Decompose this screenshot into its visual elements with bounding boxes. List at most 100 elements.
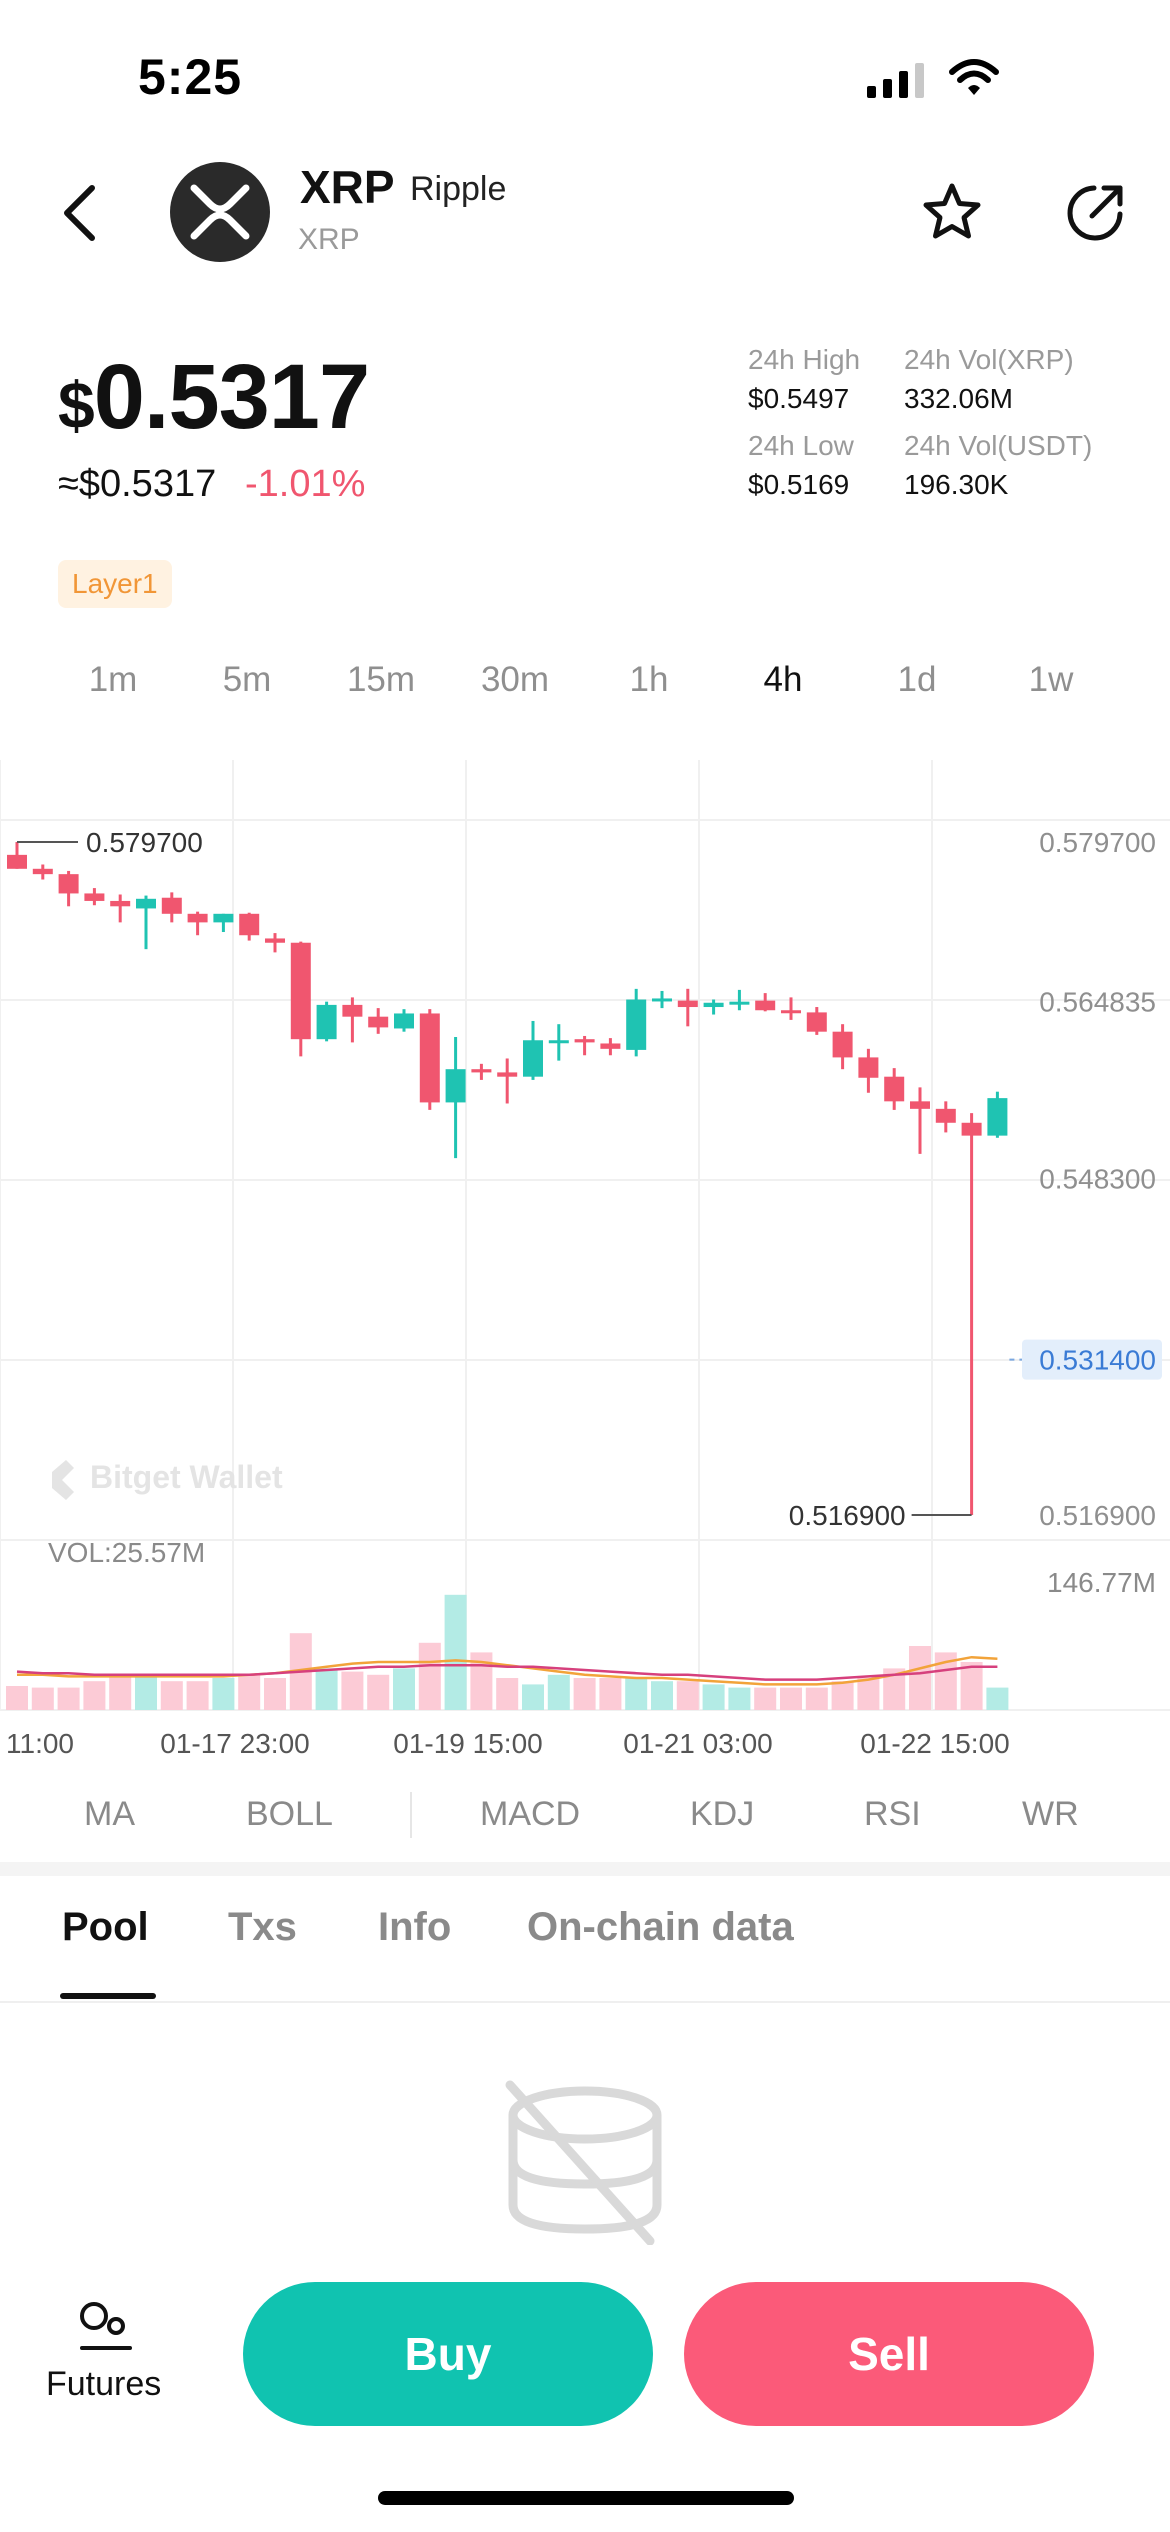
candle-body [755,1000,776,1011]
low-marker-label: 0.516900 [789,1500,906,1531]
candlestick-chart[interactable]: Bitget Wallet 0.579700 0.564835 0.548300 0.5… [0,760,1170,1770]
volume-bar [934,1652,957,1710]
vol-xrp-label: 24h Vol(XRP) [904,344,1074,375]
indicator-wr[interactable]: WR [1022,1795,1079,1833]
price-value: 0.5317 [93,346,370,448]
share-icon[interactable] [1064,180,1128,244]
low-label: 24h Low [748,430,854,461]
candle-body [445,1069,466,1103]
y-axis-tick: 0.579700 [1039,827,1156,858]
active-tab-indicator [60,1993,156,1999]
candle-body [7,854,27,869]
volume-bar [651,1681,673,1710]
volume-bar [728,1687,751,1710]
futures-label[interactable]: Futures [46,2365,162,2403]
interval-tabs: 1m 5m 15m 30m 1h 4h 1d 1w [0,660,1170,720]
volume-ma-line [16,1663,998,1681]
volume-bar [31,1687,54,1710]
cellular-signal-icon [867,62,924,98]
volume-bar [6,1686,28,1710]
x-axis-tick: 01-17 23:00 [160,1728,309,1759]
volume-bar [367,1674,390,1710]
high-label: 24h High [748,344,861,375]
candle-body [136,898,156,909]
candle-body [110,900,131,907]
volume-bar [186,1681,209,1710]
volume-bar [341,1671,364,1710]
tab-info[interactable]: Info [378,1905,452,1949]
interval-1h[interactable]: 1h [629,660,669,699]
volume-bar [625,1678,648,1710]
candle-body [32,868,53,875]
volume-bar [393,1668,415,1710]
candle-body [342,1004,363,1017]
coin-name: Ripple [410,170,507,208]
candle-body [884,1076,905,1102]
candle-body [548,1040,569,1044]
interval-5m[interactable]: 5m [222,660,272,699]
volume-bar [857,1678,880,1710]
category-tag[interactable]: Layer1 [58,560,172,608]
candle-body [910,1101,930,1109]
candle-body [626,999,647,1050]
interval-1m[interactable]: 1m [88,660,138,699]
candle-body [316,1004,337,1040]
indicator-ma[interactable]: MA [84,1795,135,1833]
wifi-icon [949,59,999,95]
volume-bar [805,1687,828,1710]
volume-bar [83,1681,106,1710]
sell-button[interactable]: Sell [684,2282,1094,2426]
vol-xrp-value: 332.06M [904,383,1013,414]
interval-30m[interactable]: 30m [480,660,550,699]
y-axis-tick: 0.516900 [1039,1500,1156,1531]
high-marker-label: 0.579700 [86,827,203,858]
candle-body [781,1010,801,1014]
candle-body [987,1098,1008,1136]
candle-body [703,1002,724,1008]
buy-button[interactable]: Buy [243,2282,653,2426]
volume-bar [418,1642,441,1710]
current-price-label: 0.531400 [1039,1345,1156,1376]
volume-label: VOL:25.57M [48,1537,205,1568]
interval-1w[interactable]: 1w [1028,660,1074,699]
candle-body [290,942,311,1040]
volume-bar [909,1646,931,1710]
candle-body [239,913,260,936]
candle-body [652,998,672,1002]
x-axis-tick: 01-22 15:00 [860,1728,1009,1759]
approx-price: ≈$0.5317 [58,463,217,505]
futures-icon[interactable] [76,2300,136,2356]
volume-bar [754,1687,777,1710]
candle-body [832,1031,853,1058]
candle-body [471,1069,492,1073]
indicator-kdj[interactable]: KDJ [690,1795,755,1833]
volume-bar [883,1668,906,1710]
x-axis-tick: 11:00 [6,1728,74,1759]
interval-15m[interactable]: 15m [346,660,416,699]
star-icon[interactable] [920,180,984,244]
interval-4h[interactable]: 4h [763,660,803,699]
candle-body [935,1108,956,1123]
indicator-macd[interactable]: MACD [480,1795,581,1833]
volume-bar [702,1684,725,1710]
volume-bar [522,1684,544,1710]
tab-txs[interactable]: Txs [228,1905,297,1949]
chevron-left-icon[interactable] [52,178,112,248]
tab-pool[interactable]: Pool [62,1905,149,1949]
volume-bar [160,1681,183,1710]
indicator-boll[interactable]: BOLL [246,1795,333,1833]
candle-body [419,1013,440,1103]
volume-bar [135,1674,157,1710]
home-indicator[interactable] [378,2491,794,2505]
candle-body [161,897,182,914]
candle-body [213,913,234,923]
volume-bar [57,1687,80,1710]
volume-bar [109,1674,132,1710]
interval-1d[interactable]: 1d [897,660,937,699]
volume-bar [212,1678,235,1710]
tab-on-chain-data[interactable]: On-chain data [527,1905,794,1949]
candle-body [523,1040,543,1077]
indicator-rsi[interactable]: RSI [864,1795,921,1833]
candle-body [265,938,285,943]
candle-body [677,1000,698,1008]
